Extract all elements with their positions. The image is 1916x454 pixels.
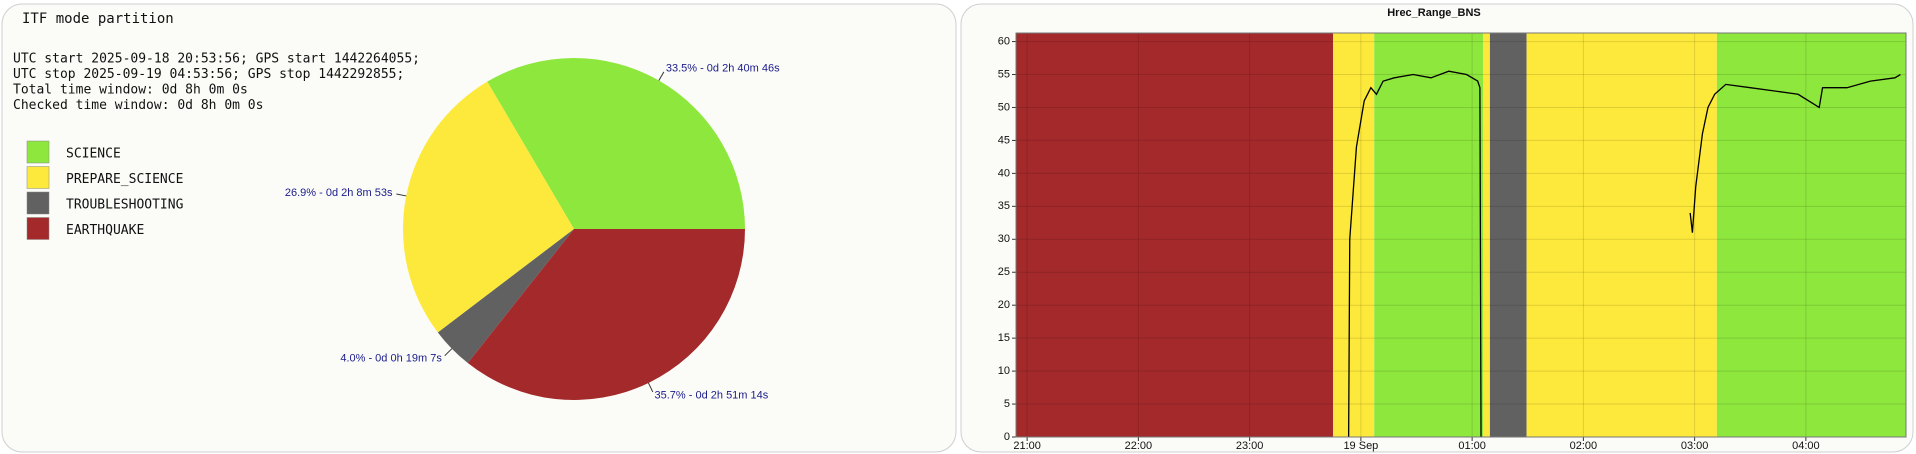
data-line	[1347, 70, 1901, 438]
legend-label: PREPARE_SCIENCE	[66, 172, 183, 187]
x-tick-label: 23:00	[1236, 440, 1264, 452]
y-tick-label: 15	[998, 332, 1010, 344]
info-line: Total time window: 0d 8h 0m 0s	[13, 83, 248, 98]
x-tick-label: 19 Sep	[1343, 440, 1378, 452]
x-tick-label: 01:00	[1458, 440, 1486, 452]
pie-slice	[403, 81, 574, 333]
x-tick-label: 03:00	[1681, 440, 1709, 452]
mode-band	[1016, 33, 1334, 437]
pie-slice	[467, 229, 745, 400]
info-line: UTC start 2025-09-18 20:53:56; GPS start…	[13, 52, 420, 67]
mode-band	[1489, 33, 1527, 437]
y-tick-label: 0	[1004, 431, 1010, 443]
y-tick-label: 60	[998, 35, 1010, 47]
leader-line	[444, 348, 453, 357]
mode-band	[1526, 33, 1717, 437]
legend-swatch	[26, 166, 50, 189]
leader-line	[396, 193, 407, 197]
x-tick-label: 02:00	[1570, 440, 1598, 452]
legend-label: SCIENCE	[66, 147, 121, 162]
y-tick-label: 35	[998, 200, 1010, 212]
y-tick-label: 30	[998, 233, 1010, 245]
mode-band	[1333, 33, 1375, 437]
slice-label: 4.0% - 0d 0h 19m 7s	[340, 352, 442, 364]
legend-swatch	[26, 191, 50, 215]
x-tick-label: 21:00	[1013, 440, 1041, 452]
y-tick-label: 25	[998, 266, 1010, 278]
legend-swatch	[26, 140, 50, 164]
x-tick-label: 04:00	[1792, 440, 1820, 452]
info-line: UTC stop 2025-09-19 04:53:56; GPS stop 1…	[13, 67, 404, 82]
legend-label: EARTHQUAKE	[66, 223, 144, 238]
legend-label: TROUBLESHOOTING	[66, 198, 184, 213]
pie-title: ITF mode partition	[22, 11, 174, 27]
y-tick-label: 5	[1004, 398, 1010, 410]
mode-band	[1716, 33, 1906, 437]
slice-label: 33.5% - 0d 2h 40m 46s	[666, 62, 780, 74]
mode-band	[1374, 33, 1484, 437]
pie-slice	[437, 229, 574, 364]
plot-frame	[1015, 32, 1907, 438]
leader-line	[658, 71, 665, 81]
info-line: Checked time window: 0d 8h 0m 0s	[13, 98, 263, 113]
y-tick-label: 20	[998, 299, 1010, 311]
leader-line	[647, 382, 654, 393]
line-title: Hrec_Range_BNS	[1387, 7, 1481, 19]
slice-label: 26.9% - 0d 2h 8m 53s	[285, 187, 393, 199]
slice-label: 35.7% - 0d 2h 51m 14s	[655, 389, 769, 401]
x-tick-label: 22:00	[1125, 440, 1153, 452]
y-tick-label: 40	[998, 167, 1010, 179]
legend-swatch	[26, 217, 50, 240]
y-tick-label: 45	[998, 134, 1010, 146]
pie-slice	[487, 57, 745, 229]
y-tick-label: 50	[998, 101, 1010, 113]
y-tick-label: 10	[998, 365, 1010, 377]
mode-band	[1483, 33, 1490, 437]
y-tick-label: 55	[998, 68, 1010, 80]
